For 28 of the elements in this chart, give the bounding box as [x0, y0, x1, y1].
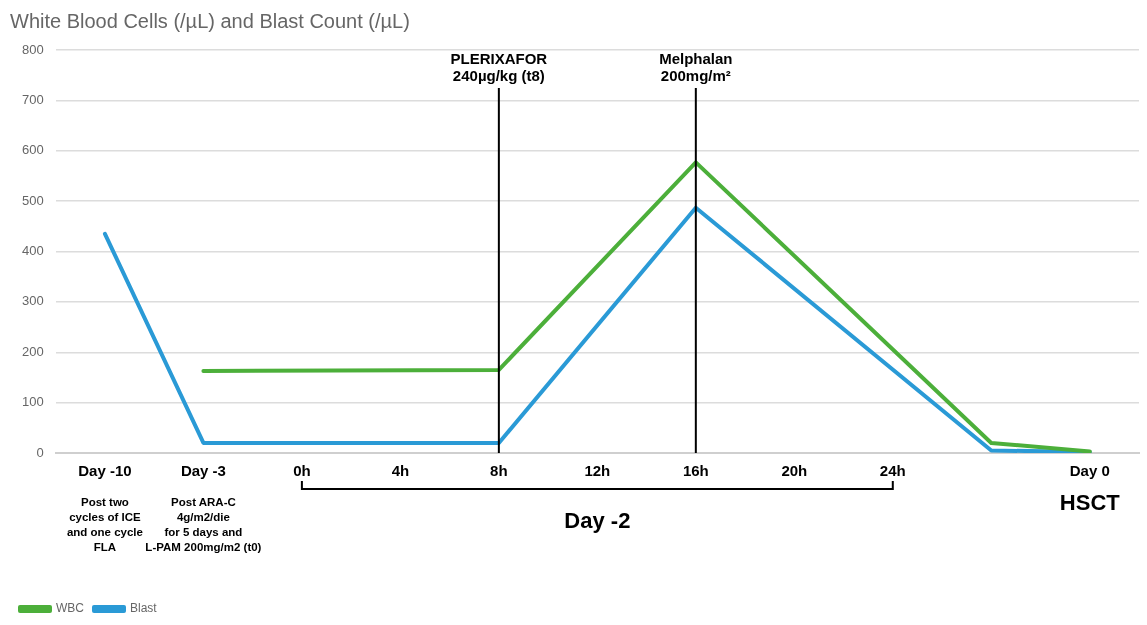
y-tick-label: 600: [21, 142, 44, 158]
y-tick-label: 500: [21, 192, 44, 208]
x-tick-label: 16h: [682, 462, 709, 480]
x-tick-label: Day -10: [78, 462, 132, 480]
text: Day -2: [564, 508, 631, 534]
y-tick-label: 0: [36, 444, 44, 460]
x-tick-label: 0h: [293, 462, 311, 480]
x-tick-label: 8h: [490, 462, 508, 480]
x-tick-label: 12h: [584, 462, 611, 480]
legend-label: WBC: [56, 601, 85, 616]
x-tick-label: 24h: [879, 462, 906, 480]
text: Post ARA-C 4g/m2/die for 5 days and L-PAM 200mg/m2 (t0): [145, 495, 262, 553]
x-tick-label: 20h: [781, 462, 808, 480]
x-tick-label: 4h: [391, 462, 410, 480]
y-tick-label: 700: [21, 91, 44, 107]
y-tick-label: 300: [21, 293, 44, 309]
y-tick-label: 800: [21, 41, 44, 57]
text: HSCT: [1059, 490, 1121, 516]
x-tick-label: Day -3: [180, 462, 226, 480]
ref-line-label: PLERIXAFOR 240µg/kg (t8): [450, 49, 548, 84]
text: Post two cycles of ICE and one cycle FLA: [66, 495, 143, 553]
y-tick-label: 100: [21, 394, 44, 410]
chart-title: White Blood Cells (/µL) and Blast Count (/µL): [10, 9, 410, 32]
y-tick-label: 400: [21, 243, 44, 259]
x-tick-label: Day 0: [1069, 462, 1110, 480]
legend-label: Blast: [130, 601, 158, 616]
ref-line-label: Melphalan 200mg/m²: [659, 49, 733, 84]
y-tick-label: 200: [21, 343, 44, 359]
